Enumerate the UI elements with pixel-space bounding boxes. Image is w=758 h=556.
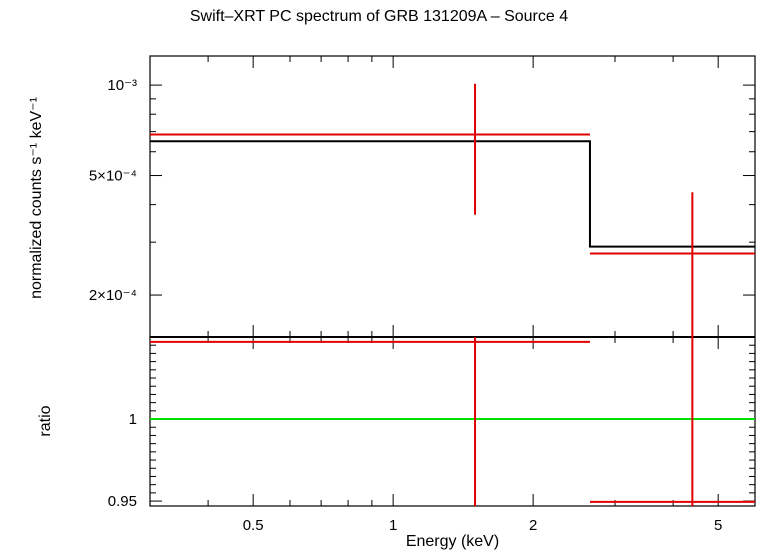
spectrum-y-tick-label: 10⁻³ bbox=[107, 77, 137, 94]
ratio-y-tick-label: 0.95 bbox=[108, 493, 137, 510]
spectrum-y-tick-label: 5×10⁻⁴ bbox=[89, 168, 137, 185]
chart-title: Swift–XRT PC spectrum of GRB 131209A – S… bbox=[189, 8, 569, 25]
spectrum-y-tick-label: 2×10⁻⁴ bbox=[89, 287, 137, 304]
model-step-line bbox=[150, 140, 755, 248]
ratio-panel-frame bbox=[149, 336, 756, 507]
ratio-y-tick-label: 1 bbox=[129, 411, 137, 428]
x-tick-label: 2 bbox=[529, 517, 537, 534]
x-axis-label: Energy (keV) bbox=[405, 533, 500, 550]
x-tick-label: 1 bbox=[389, 517, 397, 534]
x-tick-label: 5 bbox=[714, 517, 722, 534]
x-tick-label: 0.5 bbox=[243, 517, 264, 534]
spectrum-panel-frame bbox=[149, 55, 756, 338]
